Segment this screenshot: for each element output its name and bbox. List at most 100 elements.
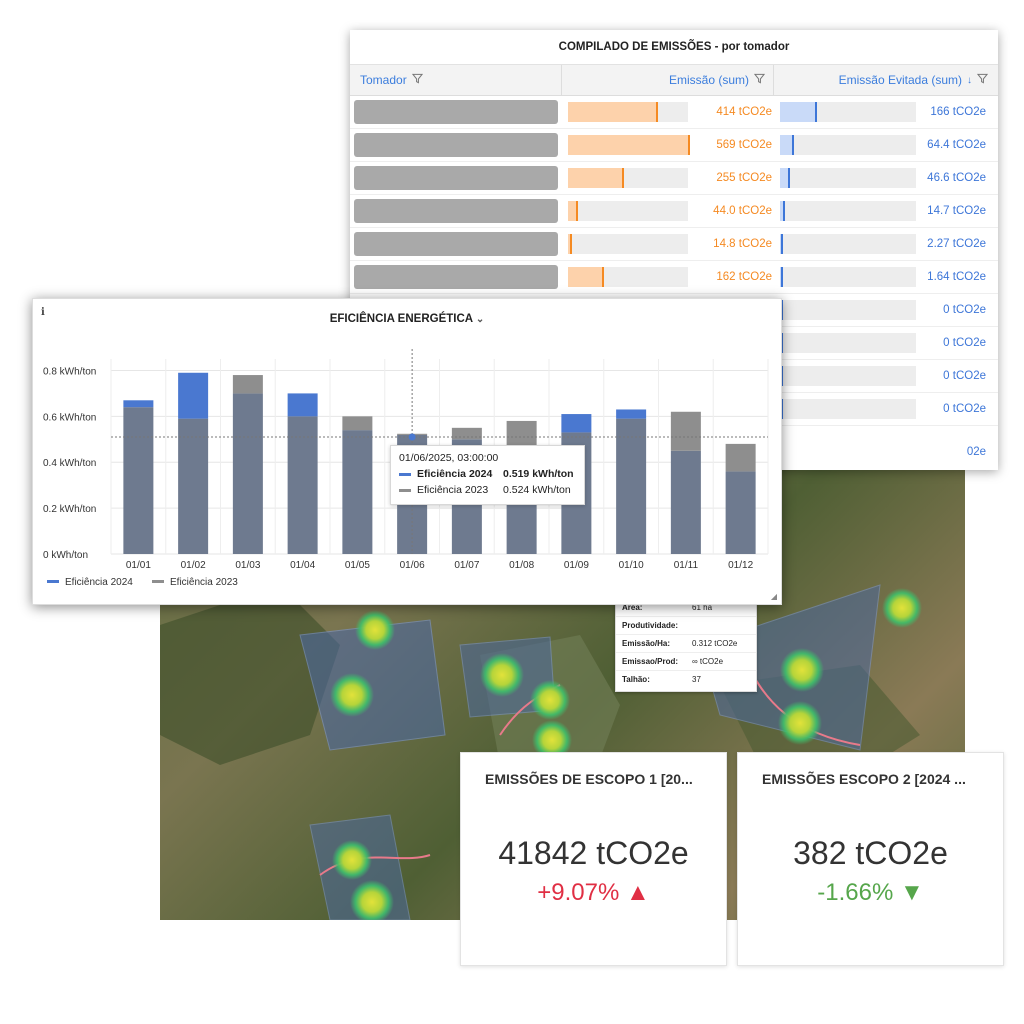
column-header-emissao-evitada[interactable]: Emissão Evitada (sum) ↓ [774,65,998,95]
emissao-bar-fill [568,102,658,122]
evitada-bar [780,201,916,221]
evitada-value: 64.4 tCO2e [927,139,986,151]
map-feature-popup: Área: 61 ha Produtividade: Emissão/Ha: 0.312… [615,598,757,692]
popup-value: 0.312 tCO2e [692,639,738,648]
y-tick-label: 0.2 kWh/ton [43,504,96,515]
legend-label: Eficiência 2024 [65,577,133,588]
tooltip-time: 01/06/2025, 03:00:00 [399,452,499,464]
table-row[interactable]: 414 tCO2e 166 tCO2e [350,96,998,129]
popup-value: ∞ tCO2e [692,657,724,666]
y-tick-label: 0.8 kWh/ton [43,366,96,377]
x-tick-label: 01/07 [454,560,479,571]
filter-icon[interactable] [753,73,766,87]
evitada-bar [780,168,916,188]
evitada-value: 0 tCO2e [943,403,986,415]
evitada-bar [780,102,916,122]
emissao-cell: 255 tCO2e [562,168,774,188]
evitada-cell: 64.4 tCO2e [774,135,998,155]
evitada-bar [780,399,916,419]
filter-icon[interactable] [976,73,989,87]
table-row[interactable]: 569 tCO2e 64.4 tCO2e [350,129,998,162]
crosshair-point [408,433,416,441]
emissao-bar-fill [568,135,690,155]
evitada-bar-fill [780,201,785,221]
stat-value: 382 tCO2e [793,835,948,871]
popup-value: 61 ha [692,603,713,612]
tooltip-row: Eficiência 2024 0.519 kWh/ton [399,468,576,480]
filter-icon[interactable] [411,73,423,87]
popup-value: 37 [692,675,701,684]
bar-2024 [178,372,209,419]
redacted-name [354,166,558,190]
tomador-cell [350,166,562,190]
evitada-bar-fill [780,102,818,122]
popup-key: Emissao/Prod: [622,657,679,666]
emissao-value: 569 tCO2e [716,139,772,151]
tomador-cell [350,199,562,223]
stat-value: 41842 tCO2e [498,835,689,871]
evitada-value: 166 tCO2e [930,106,986,118]
chart-title[interactable]: EFICIÊNCIA ENERGÉTICA ⌄ [329,313,485,325]
emissao-bar [568,267,688,287]
redacted-name [354,133,558,157]
x-tick-label: 01/04 [290,560,315,571]
evitada-bar [780,267,916,287]
bar-2023 [670,411,701,451]
bar-overlap [670,450,701,554]
column-header-tomador[interactable]: Tomador [350,65,562,95]
tomador-cell [350,133,562,157]
emissao-bar-fill [568,234,573,254]
popup-row: Emissao/Prod: ∞ tCO2e [616,652,756,670]
popup-row: Produtividade: [616,616,756,634]
evitada-value: 2.27 tCO2e [927,238,986,250]
redacted-name [354,100,558,124]
emissao-bar-fill [568,267,604,287]
bar-2024 [123,400,154,408]
table-row[interactable]: 162 tCO2e 1.64 tCO2e [350,261,998,294]
x-tick-label: 01/11 [674,560,699,571]
info-icon[interactable]: i [41,307,45,318]
emissao-cell: 44.0 tCO2e [562,201,774,221]
table-row[interactable]: 14.8 tCO2e 2.27 tCO2e [350,228,998,261]
evitada-cell: 0 tCO2e [774,366,998,386]
evitada-cell: 1.64 tCO2e [774,267,998,287]
evitada-bar [780,135,916,155]
tomador-cell [350,232,562,256]
x-tick-label: 01/05 [345,560,370,571]
x-tick-label: 01/08 [509,560,534,571]
evitada-value: 0 tCO2e [943,304,986,316]
evitada-cell: 2.27 tCO2e [774,234,998,254]
emissao-value: 44.0 tCO2e [713,205,772,217]
emissao-cell: 414 tCO2e [562,102,774,122]
resize-handle-icon[interactable]: ◢ [770,592,777,601]
evitada-value: 0 tCO2e [943,337,986,349]
sort-descending-icon[interactable]: ↓ [967,74,972,86]
popup-row: Talhão: 37 [616,670,756,688]
x-tick-label: 01/12 [728,560,753,571]
popup-key: Talhão: [622,675,650,684]
evitada-cell: 0 tCO2e [774,399,998,419]
bar-overlap [178,418,209,554]
emissao-value: 14.8 tCO2e [713,238,772,250]
table-title: COMPILADO DE EMISSÕES - por tomador [350,30,998,65]
emissao-bar [568,135,690,155]
bar-2024 [561,414,592,433]
chevron-down-icon[interactable]: ⌄ [475,314,485,325]
evitada-cell: 166 tCO2e [774,102,998,122]
table-total-value: 02e [966,446,986,458]
evitada-value: 46.6 tCO2e [927,172,986,184]
popup-key: Área: [622,603,643,612]
evitada-cell: 0 tCO2e [774,333,998,353]
emissao-value: 414 tCO2e [716,106,772,118]
x-tick-label: 01/09 [564,560,589,571]
emissao-bar [568,234,688,254]
evitada-cell: 46.6 tCO2e [774,168,998,188]
x-tick-label: 01/01 [126,560,151,571]
bar-overlap [232,393,263,554]
column-header-emissao[interactable]: Emissão (sum) [562,65,774,95]
table-row[interactable]: 255 tCO2e 46.6 tCO2e [350,162,998,195]
table-row[interactable]: 44.0 tCO2e 14.7 tCO2e [350,195,998,228]
bar-overlap [725,471,756,554]
emissao-bar [568,201,688,221]
evitada-value: 1.64 tCO2e [927,271,986,283]
